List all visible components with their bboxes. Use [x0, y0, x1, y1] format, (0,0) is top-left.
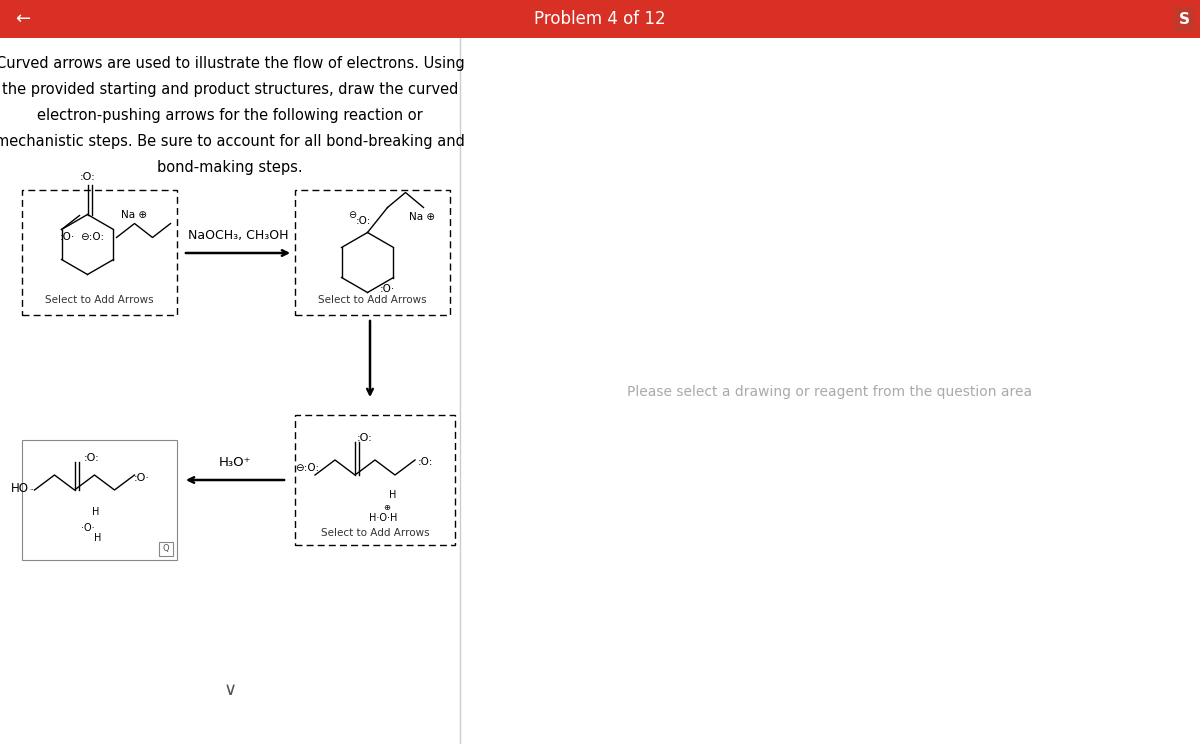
Text: :O:: :O: [358, 433, 373, 443]
Text: Curved arrows are used to illustrate the flow of electrons. Using: Curved arrows are used to illustrate the… [0, 56, 464, 71]
Text: the provided starting and product structures, draw the curved: the provided starting and product struct… [2, 82, 458, 97]
Text: mechanistic steps. Be sure to account for all bond-breaking and: mechanistic steps. Be sure to account fo… [0, 134, 464, 149]
Text: HO: HO [11, 481, 29, 495]
Text: Na ⊕: Na ⊕ [409, 213, 436, 222]
Text: H: H [92, 507, 100, 517]
FancyBboxPatch shape [295, 190, 450, 315]
Text: ··: ·· [29, 487, 34, 493]
Text: H: H [389, 490, 397, 500]
Text: :O:: :O: [356, 216, 371, 225]
FancyBboxPatch shape [22, 440, 178, 560]
Text: ·O·: ·O· [80, 523, 95, 533]
Text: Please select a drawing or reagent from the question area: Please select a drawing or reagent from … [628, 385, 1032, 399]
Text: :O:: :O: [79, 172, 95, 182]
Text: ∨: ∨ [223, 681, 236, 699]
Text: ⊖:O:: ⊖:O: [79, 232, 103, 243]
Text: Problem 4 of 12: Problem 4 of 12 [534, 10, 666, 28]
FancyBboxPatch shape [158, 542, 173, 556]
Text: :O·: :O· [133, 473, 150, 483]
Text: H: H [94, 533, 101, 543]
Text: bond-making steps.: bond-making steps. [157, 160, 302, 175]
Text: ⊖: ⊖ [348, 210, 356, 219]
Text: H₃O⁺: H₃O⁺ [218, 455, 251, 469]
Text: :O·: :O· [60, 232, 74, 243]
FancyBboxPatch shape [295, 415, 455, 545]
Text: Select to Add Arrows: Select to Add Arrows [320, 528, 430, 538]
Text: Na ⊕: Na ⊕ [121, 210, 148, 219]
Text: ⊕: ⊕ [384, 504, 390, 513]
Text: :O:: :O: [84, 453, 100, 463]
FancyBboxPatch shape [22, 190, 178, 315]
Text: :O·: :O· [380, 284, 395, 295]
Text: S: S [1178, 11, 1190, 27]
Text: :O:: :O: [418, 457, 433, 467]
Text: Select to Add Arrows: Select to Add Arrows [46, 295, 154, 305]
Bar [0, 0, 1200, 38]
Text: electron-pushing arrows for the following reaction or: electron-pushing arrows for the followin… [37, 108, 422, 123]
Text: ⊖:O:: ⊖:O: [295, 463, 319, 473]
Text: NaOCH₃, CH₃OH: NaOCH₃, CH₃OH [187, 228, 288, 242]
Text: Select to Add Arrows: Select to Add Arrows [318, 295, 427, 305]
Text: H·O·H: H·O·H [368, 513, 397, 523]
Text: ←: ← [14, 10, 30, 28]
Text: Q: Q [163, 545, 169, 554]
